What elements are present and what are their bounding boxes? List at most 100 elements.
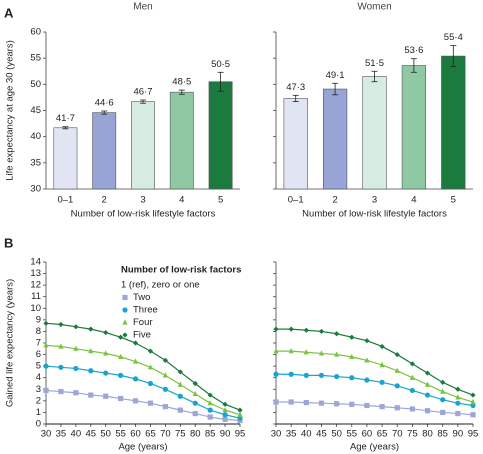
marker xyxy=(43,387,49,394)
marker xyxy=(273,348,279,354)
chart-title: Women xyxy=(357,2,391,13)
marker xyxy=(132,358,139,364)
marker xyxy=(177,393,183,399)
value-label: 46·7 xyxy=(133,87,152,98)
marker xyxy=(177,369,183,375)
y-tick-label: 6 xyxy=(36,349,41,360)
legend-label: Three xyxy=(133,305,158,316)
y-tick-label: 9 xyxy=(36,314,41,325)
x-tick-label: 30 xyxy=(271,429,282,440)
marker xyxy=(440,388,446,394)
x-tick-label: 4 xyxy=(179,195,184,206)
y-axis-label: Gained life expectancy (years) xyxy=(5,279,16,407)
x-tick-label: 95 xyxy=(235,429,246,440)
legend-label: 1 (ref), zero or one xyxy=(121,280,200,291)
marker xyxy=(43,342,49,348)
value-label: 53·6 xyxy=(404,45,423,56)
value-label: 41·7 xyxy=(56,113,75,124)
marker xyxy=(192,390,198,397)
marker xyxy=(162,372,168,378)
marker xyxy=(73,390,79,396)
marker xyxy=(394,351,400,358)
marker xyxy=(58,343,64,349)
bar xyxy=(401,65,427,190)
marker xyxy=(379,343,385,350)
marker xyxy=(192,380,198,387)
marker xyxy=(379,404,385,410)
y-tick-label: 45 xyxy=(30,105,41,116)
marker xyxy=(440,397,446,403)
y-tick-label: 4 xyxy=(36,372,41,383)
marker xyxy=(409,406,415,412)
x-tick-label: 40 xyxy=(71,429,82,440)
x-tick-label: 85 xyxy=(205,429,216,440)
marker xyxy=(118,395,124,402)
y-tick-label: 13 xyxy=(30,268,41,279)
y-axis-label: Life expectancy at age 30 (years) xyxy=(5,40,16,180)
x-axis-label: Number of low-risk lifestyle factors xyxy=(71,209,216,220)
value-label: 48·5 xyxy=(172,77,191,88)
legend-label: Five xyxy=(133,330,151,341)
x-tick-label: 60 xyxy=(362,429,373,440)
marker xyxy=(334,331,340,337)
marker xyxy=(470,402,476,409)
y-tick-label: 35 xyxy=(30,157,41,168)
x-tick-label: 60 xyxy=(130,429,141,440)
marker xyxy=(273,399,279,405)
legend-label: Two xyxy=(133,292,150,303)
panel-label: B xyxy=(4,235,13,250)
x-tick-label: 3 xyxy=(372,195,377,206)
legend-marker xyxy=(122,332,128,338)
marker xyxy=(147,364,154,370)
marker xyxy=(222,412,228,418)
marker xyxy=(318,350,325,356)
x-tick-label: 50 xyxy=(331,429,342,440)
marker xyxy=(192,400,198,406)
y-tick-label: 5 xyxy=(36,361,41,372)
y-tick-label: 10 xyxy=(30,303,41,314)
marker xyxy=(207,392,213,398)
marker xyxy=(132,398,139,404)
marker xyxy=(470,398,476,405)
marker xyxy=(424,370,431,376)
marker xyxy=(349,375,355,381)
x-tick-label: 90 xyxy=(220,429,231,440)
marker xyxy=(132,376,139,382)
marker xyxy=(394,367,400,373)
marker xyxy=(222,401,228,407)
marker xyxy=(288,326,294,332)
marker xyxy=(73,365,79,372)
marker xyxy=(88,348,94,354)
bar xyxy=(169,91,194,190)
x-tick-label: 75 xyxy=(175,429,186,440)
x-tick-label: 90 xyxy=(453,429,464,440)
x-tick-label: 5 xyxy=(218,195,223,206)
y-tick-label: 60 xyxy=(30,27,41,38)
marker xyxy=(43,320,49,326)
x-tick-label: 45 xyxy=(85,429,96,440)
x-tick-label: 35 xyxy=(286,429,297,440)
marker xyxy=(73,345,79,351)
marker xyxy=(349,401,355,407)
marker xyxy=(470,412,476,418)
marker xyxy=(237,411,243,417)
line xyxy=(276,328,474,396)
marker xyxy=(177,407,183,413)
marker xyxy=(118,334,124,340)
marker xyxy=(222,416,228,422)
value-label: 44·6 xyxy=(95,98,114,109)
y-tick-label: 50 xyxy=(30,79,41,90)
value-label: 47·3 xyxy=(286,82,305,93)
marker xyxy=(334,401,340,407)
y-tick-label: 8 xyxy=(36,326,41,337)
x-tick-label: 70 xyxy=(160,429,171,440)
y-tick-label: 3 xyxy=(36,384,41,395)
x-tick-label: 55 xyxy=(346,429,357,440)
x-tick-label: 70 xyxy=(392,429,403,440)
marker xyxy=(455,386,461,392)
y-tick-label: 7 xyxy=(36,338,41,349)
x-axis-label: Number of low-risk lifestyle factors xyxy=(302,209,447,220)
marker xyxy=(409,374,415,380)
marker xyxy=(424,392,431,398)
